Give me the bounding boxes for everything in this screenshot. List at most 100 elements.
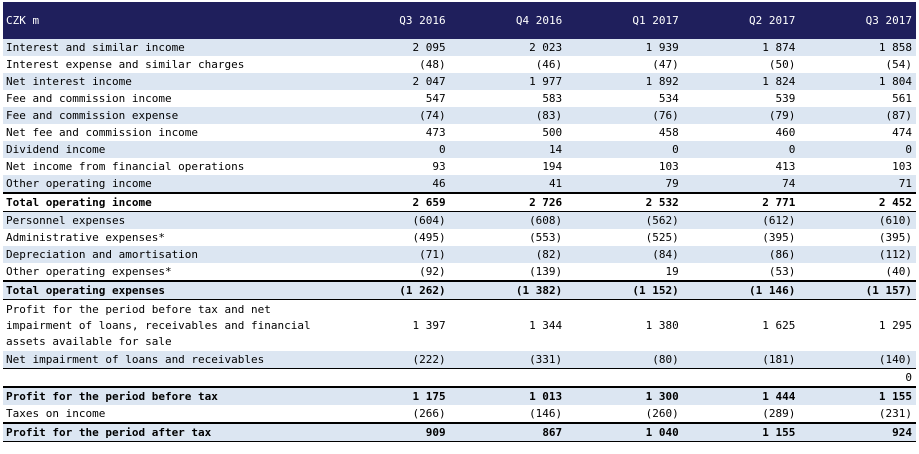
row-value: (140) [799,351,916,369]
row-value: (1 146) [682,280,800,300]
row-label: Net interest income [3,73,333,90]
header-q2-2017: Q2 2017 [682,2,800,39]
row-value: 2 726 [449,192,567,212]
row-label: Administrative expenses* [3,229,333,246]
row-value: (495) [333,229,450,246]
row-value: 1 625 [682,299,800,351]
row-label: Net fee and commission income [3,124,333,141]
row-label: Total operating expenses [3,280,333,300]
row-value: (46) [449,56,567,73]
row-label: Dividend income [3,141,333,158]
row-value [333,368,450,387]
income-statement: CZK m Q3 2016 Q4 2016 Q1 2017 Q2 2017 Q3… [3,2,916,442]
row-value: 103 [566,158,683,175]
row-value: (1 157) [799,280,916,300]
table-row: Net fee and commission income 473 500 458 46… [3,124,916,141]
row-value: (146) [449,405,567,423]
table-row: Other operating income 46 41 79 74 71 [3,175,916,193]
row-value: 0 [566,141,683,158]
row-value: (83) [449,107,567,124]
row-value: 413 [682,158,800,175]
row-value: 0 [799,141,916,158]
row-value: 0 [799,368,916,387]
row-value: (553) [449,229,567,246]
table-row: Profit for the period after tax 909 867 1 0… [3,422,916,442]
row-value: (76) [566,107,683,124]
row-value: (54) [799,56,916,73]
row-label: Other operating expenses* [3,263,333,281]
row-value: (86) [682,246,800,263]
table-row: Depreciation and amortisation (71) (82) (84… [3,246,916,263]
row-value: 1 858 [799,39,916,56]
row-value: 79 [566,175,683,193]
row-value: 1 175 [333,386,450,405]
table-row: Net impairment of loans and receivables(… [3,351,916,369]
table-row: Dividend income 0 14 0 0 0 [3,141,916,158]
header-q4-2016: Q4 2016 [449,2,567,39]
row-label: Fee and commission expense [3,107,333,124]
row-label: Interest expense and similar charges [3,56,333,73]
table-row: Other operating expenses* (92) (139) 19 (53)… [3,263,916,281]
row-value: 561 [799,90,916,107]
row-value: (231) [799,405,916,423]
row-value: (395) [799,229,916,246]
row-value: 1 300 [566,386,683,405]
table-row: Taxes on income (266) (146) (260) (289) (231) [3,405,916,423]
row-value: (608) [449,211,567,229]
row-value: (1 382) [449,280,567,300]
row-value: 460 [682,124,800,141]
row-value: (260) [566,405,683,423]
table-row: Administrative expenses* (495) (553) (525)(… [3,229,916,246]
header-q3-2016: Q3 2016 [333,2,450,39]
row-value: (74) [333,107,450,124]
row-value: (112) [799,246,916,263]
row-value: (79) [682,107,800,124]
row-value: (1 152) [566,280,683,300]
row-value [449,368,567,387]
row-value: 909 [333,422,450,442]
row-value: (139) [449,263,567,281]
row-value: (50) [682,56,800,73]
row-value: (84) [566,246,683,263]
income-statement-table: CZK m Q3 2016 Q4 2016 Q1 2017 Q2 2017 Q3… [3,2,916,442]
row-value: 1 397 [333,299,450,351]
row-value: 194 [449,158,567,175]
row-label: Interest and similar income [3,39,333,56]
row-value: 474 [799,124,916,141]
table-row: Profit for the period before tax and net… [3,299,916,351]
row-label: Other operating income [3,175,333,193]
row-value: (82) [449,246,567,263]
row-value: 1 380 [566,299,683,351]
row-value: 1 892 [566,73,683,90]
row-label: Total operating income [3,192,333,212]
row-value: 74 [682,175,800,193]
row-value: 1 344 [449,299,567,351]
row-value: 71 [799,175,916,193]
header-q1-2017: Q1 2017 [566,2,683,39]
row-value: 1 295 [799,299,916,351]
row-label: Profit for the period before tax and net… [3,299,333,351]
row-value: (612) [682,211,800,229]
table-row: Total operating income 2 659 2 726 2 532 2 7… [3,192,916,212]
row-value: 1 155 [799,386,916,405]
row-value: 924 [799,422,916,442]
row-value: 1 939 [566,39,683,56]
row-value: (47) [566,56,683,73]
row-label: Depreciation and amortisation [3,246,333,263]
row-value: (562) [566,211,683,229]
row-value: (87) [799,107,916,124]
row-value: (266) [333,405,450,423]
row-value: (289) [682,405,800,423]
row-value: 458 [566,124,683,141]
row-label: Profit for the period after tax [3,422,333,442]
row-value: 1 804 [799,73,916,90]
row-label: Taxes on income [3,405,333,423]
table-row: Profit for the period before tax 1 175 1 0… [3,386,916,405]
table-row: Net interest income 2 047 1 977 1 892 1 824 1… [3,73,916,90]
table-row: 0 [3,368,916,387]
row-value: 46 [333,175,450,193]
row-label: Fee and commission income [3,90,333,107]
row-value: 1 977 [449,73,567,90]
row-value: 2 023 [449,39,567,56]
row-value: 41 [449,175,567,193]
